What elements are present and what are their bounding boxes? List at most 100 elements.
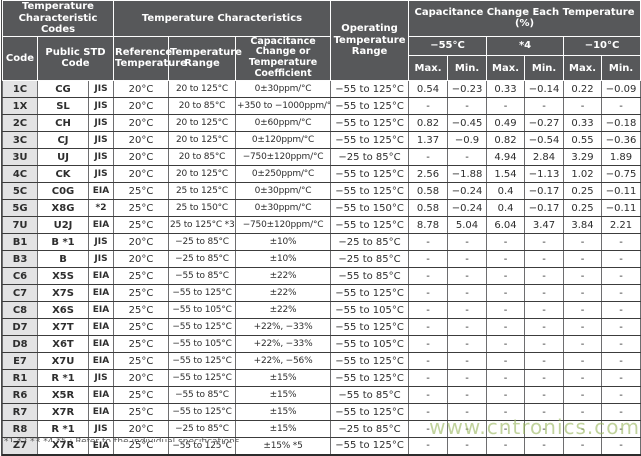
data-cell: JIS xyxy=(87,233,115,252)
data-cell: 0.25 xyxy=(563,182,603,201)
data-cell: −0.45 xyxy=(447,114,488,133)
data-cell: −55 to 125°C xyxy=(330,80,410,99)
table-row: 3U UJ JIS 20°C 20 to 85°C −750±120ppm/°C −25 t… xyxy=(2,148,641,167)
data-cell: +350 to −1000ppm/°C xyxy=(235,97,332,116)
data-cell: −55 to 125°C xyxy=(168,318,237,337)
data-cell: −0.24 xyxy=(447,199,488,218)
data-cell: 0.49 xyxy=(486,114,526,133)
data-cell: 0.55 xyxy=(563,131,603,150)
data-cell: −55 to 105°C xyxy=(168,301,237,320)
data-cell: ±22% xyxy=(235,267,332,286)
data-cell: B *1 xyxy=(37,233,89,252)
data-cell: −25 to 85°C xyxy=(330,250,410,269)
data-cell: JIS xyxy=(87,369,115,388)
data-cell: −55 to 105°C xyxy=(330,335,410,354)
data-cell: X7U xyxy=(37,352,89,371)
header-public-std-code: Public STD Code xyxy=(36,35,115,82)
data-cell: JIS xyxy=(87,165,115,184)
data-cell: - xyxy=(524,318,565,337)
data-cell: 0±30ppm/°C xyxy=(235,80,332,99)
data-cell: - xyxy=(601,369,641,388)
code-cell: R8 xyxy=(2,420,38,439)
data-cell: - xyxy=(524,403,565,422)
data-cell: - xyxy=(408,352,449,371)
data-cell: −55 to 150°C xyxy=(330,199,410,218)
data-cell: X5S xyxy=(37,267,89,286)
data-cell: −55 to 125°C xyxy=(330,352,410,371)
data-cell: −0.9 xyxy=(447,131,488,150)
data-cell: −25 to 85°C xyxy=(168,250,237,269)
table-row: R7 X7R EIA 25°C −55 to 125°C ±15% −55 to 125°C… xyxy=(2,403,641,422)
data-cell: - xyxy=(447,403,488,422)
data-cell: 25°C xyxy=(113,386,170,405)
data-cell: - xyxy=(486,97,526,116)
data-cell: 25°C xyxy=(113,352,170,371)
header-max-3: Max. xyxy=(563,55,603,82)
data-cell: 0.33 xyxy=(563,114,603,133)
data-cell: - xyxy=(447,318,488,337)
data-cell: 25°C xyxy=(113,301,170,320)
header-code: Code xyxy=(2,35,38,82)
data-cell: −0.24 xyxy=(447,182,488,201)
data-cell: −55 to 125°C xyxy=(168,369,237,388)
data-cell: SL xyxy=(37,97,89,116)
data-cell: +22%, −33% xyxy=(235,335,332,354)
data-cell: - xyxy=(601,420,641,439)
header-capacitance-change: Capacitance Change Each Temperature (%) xyxy=(408,0,641,37)
data-cell: −0.09 xyxy=(601,80,641,99)
data-cell: 2.56 xyxy=(408,165,449,184)
data-cell: EIA xyxy=(87,318,115,337)
data-cell: EIA xyxy=(87,216,115,235)
data-cell: 0.54 xyxy=(408,80,449,99)
data-cell: ±15% xyxy=(235,369,332,388)
data-cell: −55 to 125°C xyxy=(330,165,410,184)
data-cell: 25°C xyxy=(113,284,170,303)
data-cell: - xyxy=(447,148,488,167)
table-row: 7U U2J EIA 25°C 25 to 125°C *3 −750±120ppm/°C… xyxy=(2,216,641,235)
data-cell: −55 to 125°C xyxy=(168,403,237,422)
data-cell: U2J xyxy=(37,216,89,235)
data-cell: EIA xyxy=(87,267,115,286)
data-cell: - xyxy=(563,267,603,286)
data-cell: - xyxy=(601,233,641,252)
data-cell: 0.82 xyxy=(408,114,449,133)
data-cell: EIA xyxy=(87,301,115,320)
data-cell: CK xyxy=(37,165,89,184)
code-cell: C7 xyxy=(2,284,38,303)
data-cell: 1.37 xyxy=(408,131,449,150)
data-cell: 20°C xyxy=(113,148,170,167)
code-cell: B1 xyxy=(2,233,38,252)
code-cell: 2C xyxy=(2,114,38,133)
data-cell: 20 to 85°C xyxy=(168,97,237,116)
data-cell: −55 to 85°C xyxy=(330,386,410,405)
data-cell: 20°C xyxy=(113,250,170,269)
data-cell: - xyxy=(601,403,641,422)
data-cell: 0±250ppm/°C xyxy=(235,165,332,184)
data-cell: - xyxy=(524,97,565,116)
data-cell: 0.58 xyxy=(408,199,449,218)
data-cell: +22%, −33% xyxy=(235,318,332,337)
header-temp-minus-55: −55°C xyxy=(408,35,488,57)
data-cell: 20°C xyxy=(113,165,170,184)
data-cell: X8G xyxy=(37,199,89,218)
data-cell: - xyxy=(408,233,449,252)
data-cell: 20 to 125°C xyxy=(168,114,237,133)
data-cell: 20 to 125°C xyxy=(168,165,237,184)
data-cell: 25°C xyxy=(113,403,170,422)
data-cell: X6S xyxy=(37,301,89,320)
data-cell: 3.29 xyxy=(563,148,603,167)
data-cell: 20°C xyxy=(113,369,170,388)
data-cell: - xyxy=(601,97,641,116)
header-temp-star-4: *4 xyxy=(486,35,565,57)
data-cell: 0±120ppm/°C xyxy=(235,131,332,150)
data-cell: - xyxy=(486,369,526,388)
data-cell: 20°C xyxy=(113,131,170,150)
data-cell: 20 to 125°C xyxy=(168,80,237,99)
data-cell: - xyxy=(601,318,641,337)
data-cell: - xyxy=(486,233,526,252)
data-cell: 25°C xyxy=(113,182,170,201)
data-cell: 20°C xyxy=(113,420,170,439)
data-cell: X5R xyxy=(37,386,89,405)
data-cell: X7R xyxy=(37,403,89,422)
